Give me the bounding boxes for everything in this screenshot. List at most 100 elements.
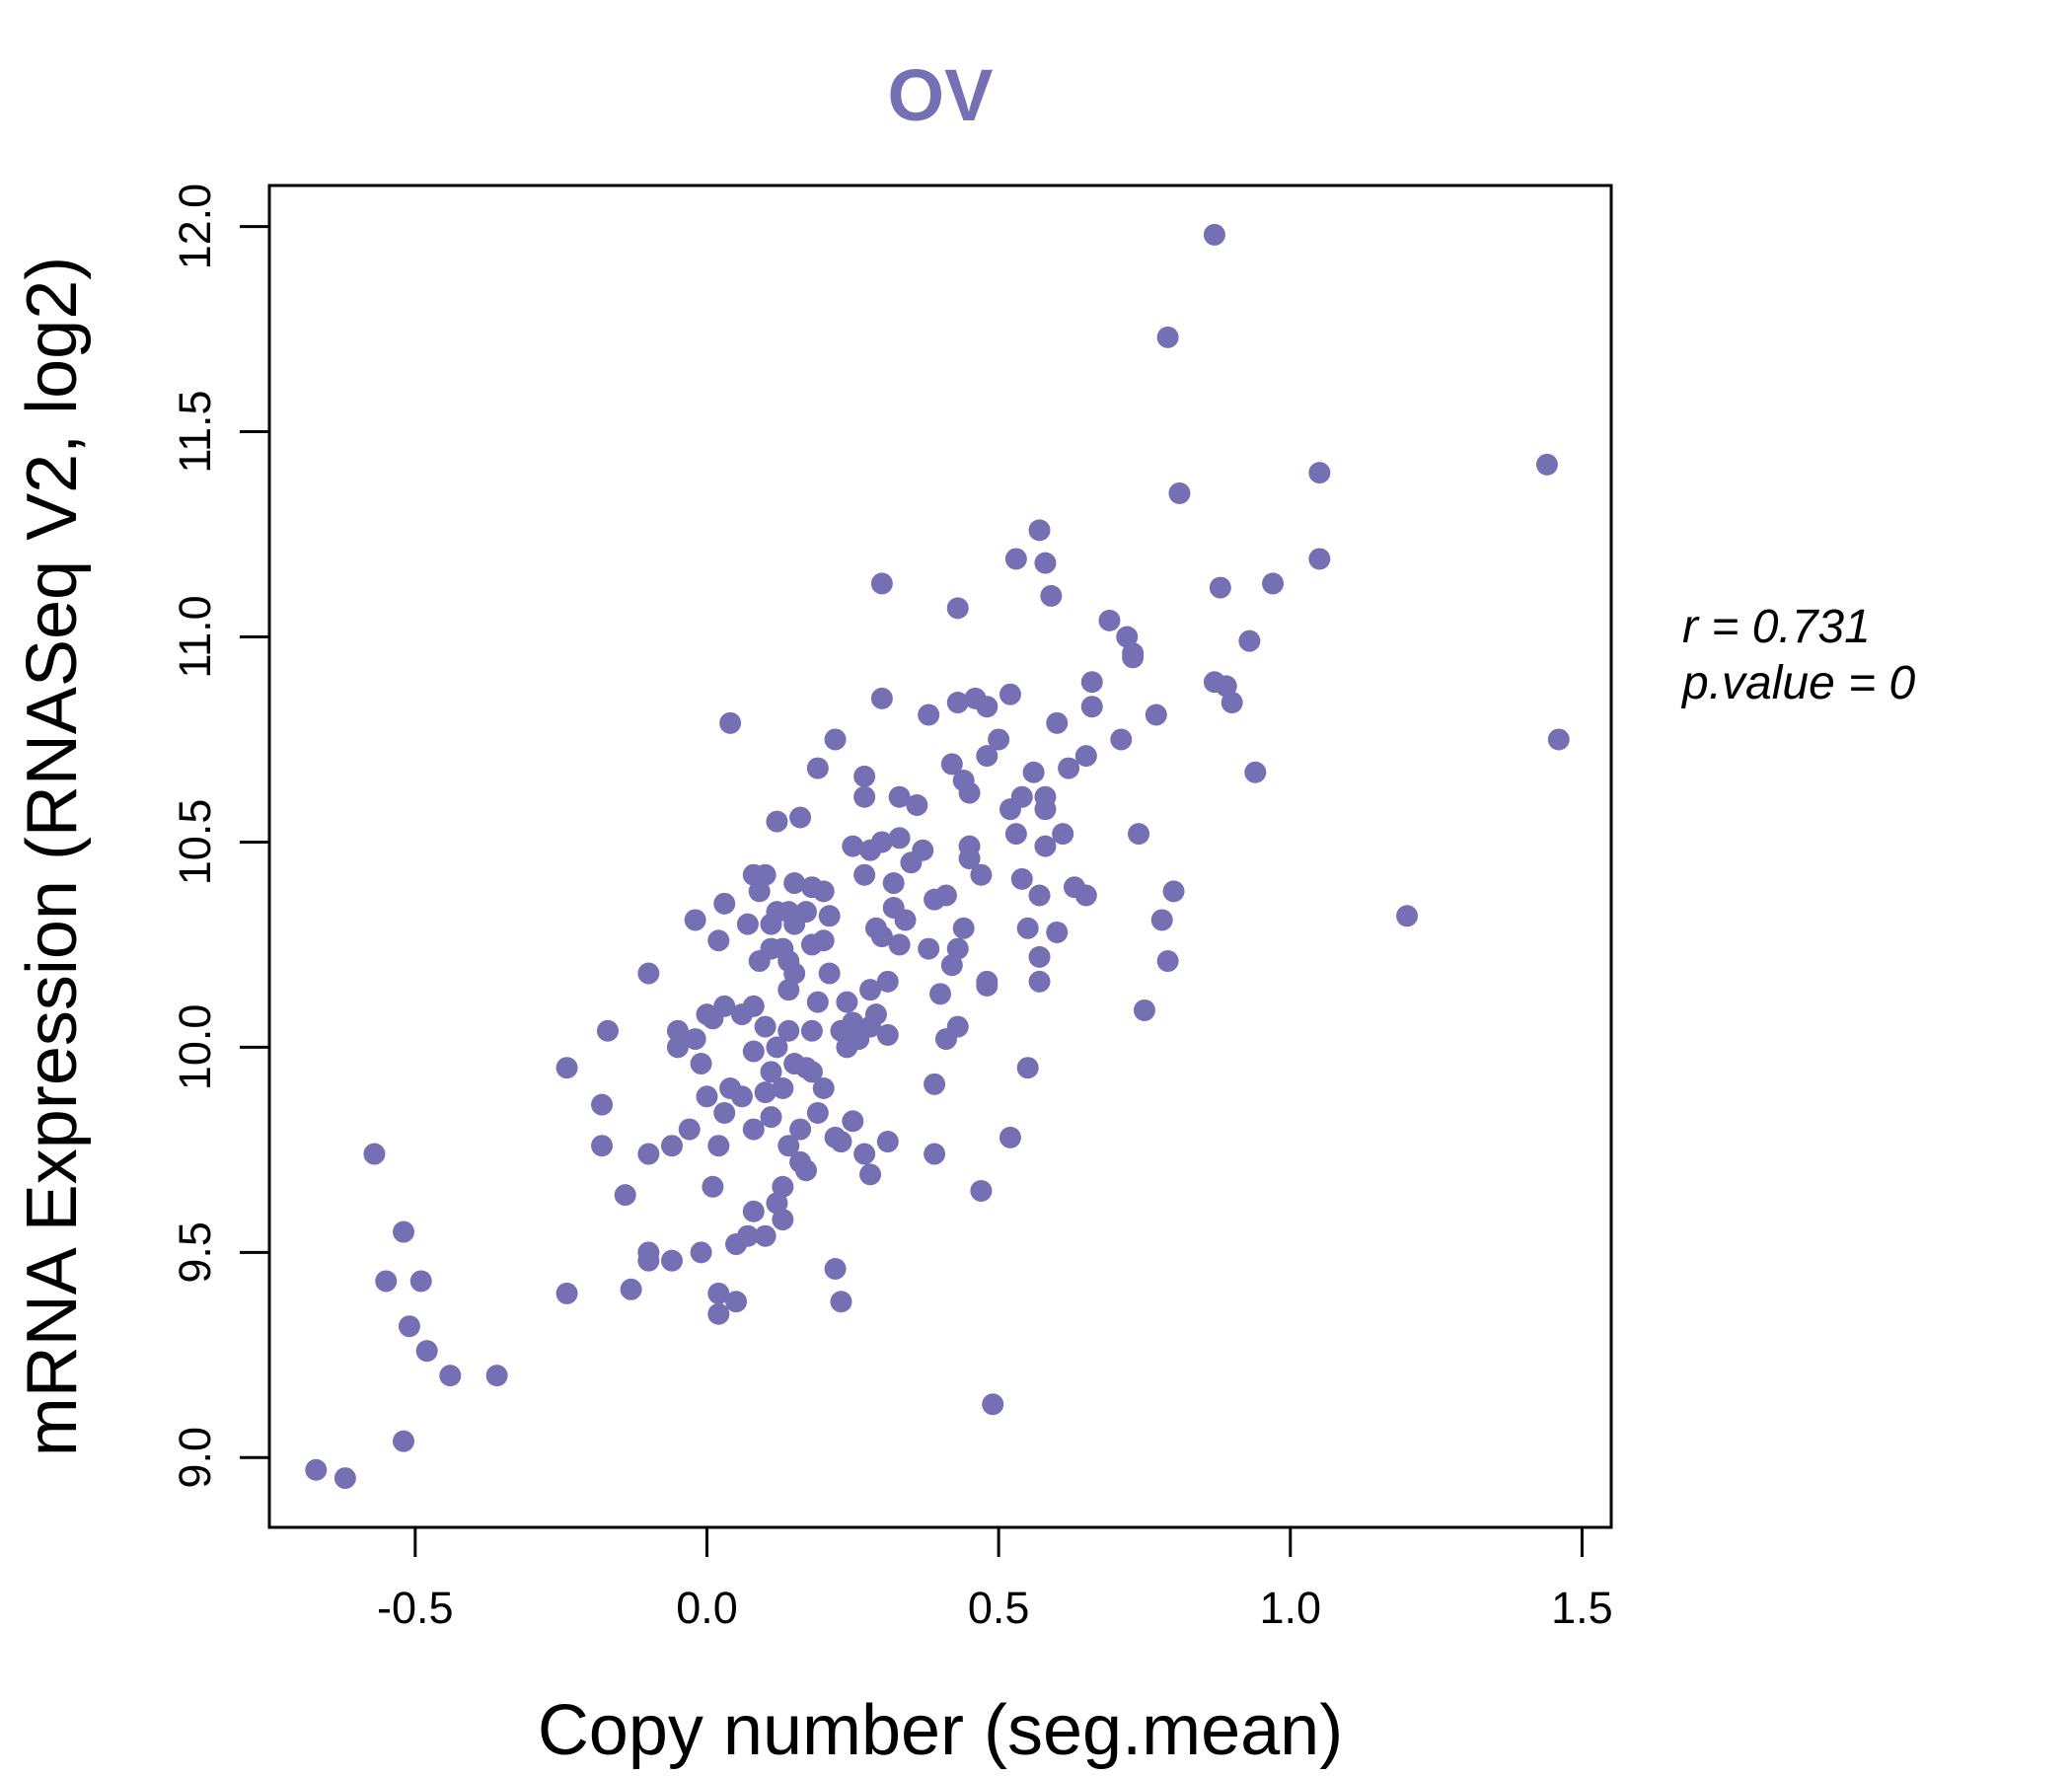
p-value: p.value = 0 — [1680, 657, 1915, 709]
data-point — [736, 913, 759, 935]
data-point — [1162, 880, 1185, 903]
data-point — [1110, 728, 1133, 751]
data-point — [754, 863, 777, 886]
data-point — [888, 785, 911, 808]
data-point — [1133, 999, 1155, 1021]
data-point — [924, 1073, 946, 1095]
data-point — [736, 1224, 759, 1247]
data-point — [882, 872, 905, 895]
data-point — [1028, 519, 1051, 542]
data-point — [806, 757, 829, 779]
data-point — [924, 1143, 946, 1165]
data-point — [1203, 223, 1225, 246]
data-point — [1074, 745, 1097, 768]
data-point — [1028, 970, 1051, 993]
data-point — [1168, 481, 1191, 504]
data-point — [842, 835, 864, 857]
data-point — [1046, 921, 1069, 943]
data-point — [696, 1085, 718, 1108]
data-point — [870, 831, 893, 853]
data-point — [409, 1270, 432, 1293]
data-point — [375, 1270, 398, 1293]
data-point — [678, 1118, 701, 1141]
data-point — [637, 962, 660, 985]
data-point — [772, 1076, 794, 1099]
data-point — [766, 1192, 788, 1215]
data-point — [918, 703, 940, 726]
data-point — [806, 1101, 829, 1124]
data-point — [1004, 548, 1027, 570]
data-point — [970, 1179, 993, 1202]
data-point — [818, 962, 841, 985]
data-point — [742, 1040, 765, 1063]
data-point — [1010, 867, 1033, 890]
data-point — [970, 863, 993, 886]
data-point — [988, 728, 1010, 751]
data-point — [760, 1106, 782, 1129]
data-point — [789, 806, 812, 829]
data-point — [1396, 905, 1419, 927]
y-tick-label: 9.5 — [170, 1221, 220, 1284]
data-point — [958, 848, 981, 870]
data-point — [777, 1019, 800, 1042]
data-point — [830, 1291, 852, 1313]
data-point — [1156, 326, 1179, 348]
data-point — [707, 1302, 730, 1325]
data-point — [864, 1003, 887, 1026]
data-point — [666, 1019, 689, 1042]
data-point — [1209, 576, 1231, 599]
data-point — [853, 765, 876, 787]
plot-frame — [267, 184, 1613, 1529]
data-point — [707, 1282, 730, 1304]
data-point — [730, 1085, 753, 1108]
data-point — [934, 884, 957, 907]
data-point — [783, 962, 806, 985]
data-point — [795, 1159, 817, 1182]
data-point — [999, 1126, 1021, 1148]
data-point — [707, 929, 730, 952]
data-point — [976, 696, 999, 718]
data-point — [806, 991, 829, 1013]
y-tick-label: 11.5 — [170, 390, 220, 473]
data-point — [713, 1101, 736, 1124]
data-point — [1080, 671, 1103, 694]
x-axis-label: Copy number (seg.mean) — [538, 1691, 1343, 1770]
data-point — [824, 728, 847, 751]
data-point — [1028, 884, 1051, 907]
data-point — [1308, 462, 1331, 484]
data-point — [1215, 675, 1237, 698]
data-point — [940, 753, 963, 776]
data-point — [363, 1143, 386, 1165]
data-point — [415, 1340, 438, 1363]
data-point — [976, 745, 999, 768]
data-point — [812, 880, 835, 903]
data-point — [637, 1241, 660, 1264]
y-tick-label: 10.0 — [170, 1004, 220, 1091]
data-point — [946, 937, 969, 960]
data-point — [1034, 798, 1057, 821]
data-point — [876, 1131, 899, 1153]
data-point — [842, 1110, 864, 1133]
data-point — [754, 1081, 777, 1104]
data-point — [1004, 823, 1027, 846]
data-point — [591, 1135, 614, 1157]
data-point — [982, 1393, 1004, 1416]
x-tick-label: 1.5 — [1551, 1583, 1613, 1633]
data-point — [800, 1019, 823, 1042]
data-point — [894, 909, 917, 931]
data-point — [870, 925, 893, 948]
data-point — [870, 687, 893, 709]
data-point — [812, 929, 835, 952]
data-point — [800, 1061, 823, 1083]
data-points — [305, 223, 1570, 1490]
data-point — [946, 597, 969, 620]
data-point — [393, 1221, 414, 1243]
data-point — [393, 1430, 414, 1452]
data-point — [783, 872, 806, 895]
y-tick-label: 12.0 — [170, 184, 220, 270]
data-point — [1028, 945, 1051, 968]
data-point — [795, 901, 817, 924]
x-tick-label: -0.5 — [377, 1583, 454, 1633]
data-point — [1238, 629, 1261, 652]
data-point — [690, 1241, 712, 1264]
